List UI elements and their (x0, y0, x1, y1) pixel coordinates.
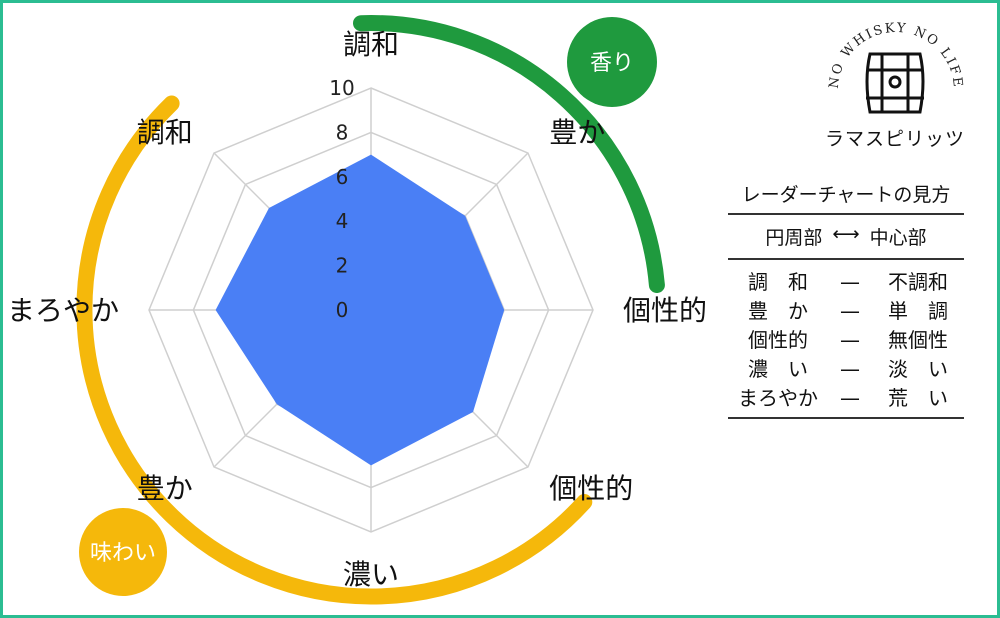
legend-row-left: 豊 か (748, 299, 808, 323)
legend-axis-inner: 中心部 (869, 227, 927, 249)
axis-label: 調和 (137, 116, 193, 149)
legend-row-dash: — (840, 386, 860, 410)
legend-row: まろやか — 荒 い (728, 384, 964, 413)
kaori-badge: 香り (567, 17, 657, 107)
axis-label: 濃い (343, 558, 399, 591)
axis-label: 個性的 (623, 294, 707, 327)
legend-title: レーダーチャートの見方 (728, 180, 964, 215)
logo-name: ラマスピリッツ (824, 128, 965, 150)
legend-row-dash: — (840, 270, 860, 294)
axis-label: 豊か (549, 116, 605, 149)
tick-label: 4 (336, 209, 349, 233)
axis-label: 個性的 (549, 472, 633, 505)
logo: NO WHISKY NO LIFE ラマスピリッツ (820, 20, 970, 150)
legend-row-left: まろやか (738, 386, 818, 410)
legend-axis-outer: 円周部 (765, 227, 823, 249)
legend-row-left: 調 和 (748, 270, 808, 294)
barrel-icon (865, 52, 925, 114)
tick-label: 0 (336, 298, 349, 322)
legend-row-left: 個性的 (748, 328, 808, 352)
legend-row-dash: — (840, 299, 860, 323)
legend-row: 豊 か — 単 調 (728, 297, 964, 326)
legend-row-right: 荒 い (888, 386, 948, 410)
legend-rows: 調 和 — 不調和 豊 か — 単 調 個性的 — 無個性 濃 い — 淡 い … (728, 260, 964, 419)
legend-row-dash: — (840, 328, 860, 352)
legend-row: 個性的 — 無個性 (728, 326, 964, 355)
tick-label: 10 (329, 76, 354, 100)
tick-label: 2 (336, 254, 349, 278)
legend-row-left: 濃 い (748, 357, 808, 381)
legend-axis-arrow: ⟷ (832, 223, 860, 245)
logo-graphic: NO WHISKY NO LIFE (827, 21, 963, 114)
legend-panel: レーダーチャートの見方 円周部 ⟷ 中心部 調 和 — 不調和 豊 か — 単 … (728, 180, 964, 419)
legend-row-right: 不調和 (888, 270, 948, 294)
ajiwai-arc (76, 95, 593, 605)
legend-axis-row: 円周部 ⟷ 中心部 (728, 215, 964, 260)
ajiwai-badge: 味わい (79, 508, 167, 596)
tick-label: 6 (336, 165, 349, 189)
ajiwai-badge-label: 味わい (90, 541, 156, 566)
legend-row-right: 淡 い (888, 357, 948, 381)
legend-row-right: 無個性 (888, 328, 948, 352)
kaori-arc (353, 15, 665, 293)
radar-data-area (215, 154, 505, 466)
legend-row: 濃 い — 淡 い (728, 355, 964, 384)
legend-row-right: 単 調 (888, 299, 948, 323)
legend-row-dash: — (840, 357, 860, 381)
kaori-badge-label: 香り (590, 51, 634, 76)
legend-row: 調 和 — 不調和 (728, 268, 964, 297)
tick-label: 8 (336, 120, 349, 144)
axis-label: 豊か (137, 472, 193, 505)
axis-label: まろやか (7, 294, 119, 327)
radar-tick-labels: 0 2 4 6 8 10 (329, 76, 354, 322)
axis-label: 調和 (343, 28, 399, 61)
